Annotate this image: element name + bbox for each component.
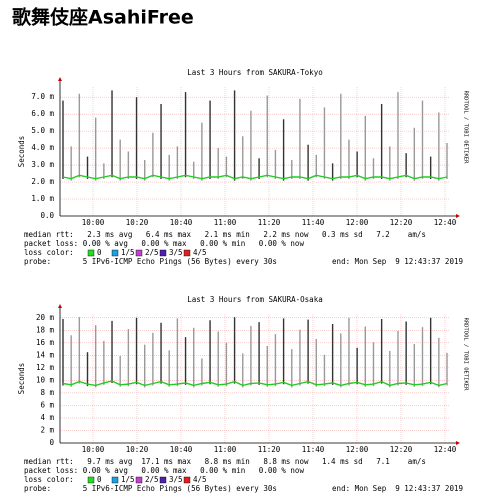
median-line [62, 380, 448, 387]
legend-swatch [183, 249, 191, 257]
arrow [456, 441, 460, 445]
legend-label: 0 [97, 475, 102, 484]
end-time: end: Mon Sep 9 12:43:37 2019 [332, 257, 463, 266]
x-tick-label: 11:00 [214, 445, 237, 454]
x-tick-label: 12:00 [346, 445, 369, 454]
x-tick-label: 11:40 [302, 218, 325, 227]
x-tick-label: 12:00 [346, 218, 369, 227]
x-tick-label: 12:20 [390, 445, 413, 454]
x-tick-label: 10:00 [82, 218, 105, 227]
arrow [58, 304, 62, 308]
y-tick-label: 20 m [36, 313, 55, 322]
legend-swatch [159, 249, 167, 257]
legend-label: 3/5 [169, 475, 183, 484]
y-tick-label: 16 m [36, 338, 55, 347]
legend-swatch [135, 476, 143, 484]
legend-swatch [183, 476, 191, 484]
probe-line: probe: 5 IPv6-ICMP Echo Pings (56 Bytes)… [24, 484, 277, 493]
probe-line: probe: 5 IPv6-ICMP Echo Pings (56 Bytes)… [24, 257, 277, 266]
y-tick-label: 4.0 m [31, 143, 54, 152]
legend-label: 3/5 [169, 248, 183, 257]
arrow [58, 77, 62, 81]
legend-swatch [135, 249, 143, 257]
legend-label: 2/5 [145, 475, 159, 484]
y-tick-label: 2.0 m [31, 177, 54, 186]
y-tick-label: 18 m [36, 325, 55, 334]
y-tick-label: 1.0 m [31, 194, 54, 203]
legend-title: loss color: [24, 248, 74, 257]
y-tick-label: 12 m [36, 363, 55, 372]
y-tick-label: 8 m [40, 388, 54, 397]
x-tick-label: 10:00 [82, 445, 105, 454]
legend-label: 2/5 [145, 248, 159, 257]
x-tick-label: 10:20 [126, 218, 149, 227]
plot-area [60, 314, 450, 443]
x-tick-label: 12:40 [434, 218, 457, 227]
chart-title: Last 3 Hours from SAKURA-Tokyo [187, 68, 323, 77]
legend-label: 1/5 [121, 248, 135, 257]
x-tick-label: 12:20 [390, 218, 413, 227]
y-tick-label: 6 m [40, 400, 54, 409]
y-tick-label: 2 m [40, 425, 54, 434]
legend-label: 4/5 [193, 475, 207, 484]
plot-area [60, 87, 450, 216]
x-tick-label: 10:40 [170, 218, 193, 227]
chart-title: Last 3 Hours from SAKURA-Osaka [187, 295, 322, 304]
y-axis-label: Seconds [17, 136, 26, 168]
y-tick-label: 5.0 m [31, 126, 54, 135]
stat-line: packet loss: 0.00 % avg 0.00 % max 0.00 … [24, 466, 304, 475]
arrow [456, 214, 460, 218]
y-tick-label: 0 [49, 438, 54, 447]
legend-swatch [111, 249, 119, 257]
y-axis-label: Seconds [17, 363, 26, 395]
legend-swatch [111, 476, 119, 484]
median-line [62, 174, 448, 180]
legend-label: 1/5 [121, 475, 135, 484]
x-tick-label: 11:20 [258, 218, 281, 227]
end-time: end: Mon Sep 9 12:43:37 2019 [332, 484, 463, 493]
legend-swatch [87, 249, 95, 257]
legend-swatch [159, 476, 167, 484]
y-tick-label: 6.0 m [31, 109, 54, 118]
stat-line: packet loss: 0.00 % avg 0.00 % max 0.00 … [24, 239, 304, 248]
stat-line: median rtt: 9.7 ms avg 17.1 ms max 8.8 m… [24, 457, 426, 466]
legend-swatch [87, 476, 95, 484]
y-tick-label: 14 m [36, 350, 55, 359]
legend-label: 0 [97, 248, 102, 257]
x-tick-label: 12:40 [434, 445, 457, 454]
x-tick-label: 10:20 [126, 445, 149, 454]
x-tick-label: 11:20 [258, 445, 281, 454]
page-title: 歌舞伎座AsahiFree [12, 6, 194, 29]
y-tick-label: 4 m [40, 413, 54, 422]
y-tick-label: 7.0 m [31, 92, 54, 101]
watermark: RRDTOOL / TOBI OETIKER [463, 318, 469, 392]
legend-label: 4/5 [193, 248, 207, 257]
stat-line: median rtt: 2.3 ms avg 6.4 ms max 2.1 ms… [24, 230, 426, 239]
legend-title: loss color: [24, 475, 74, 484]
x-tick-label: 11:40 [302, 445, 325, 454]
y-tick-label: 3.0 m [31, 160, 54, 169]
y-tick-label: 0.0 [40, 211, 54, 220]
watermark: RRDTOOL / TOBI OETIKER [463, 91, 469, 165]
x-tick-label: 11:00 [214, 218, 237, 227]
y-tick-label: 10 m [36, 375, 55, 384]
x-tick-label: 10:40 [170, 445, 193, 454]
